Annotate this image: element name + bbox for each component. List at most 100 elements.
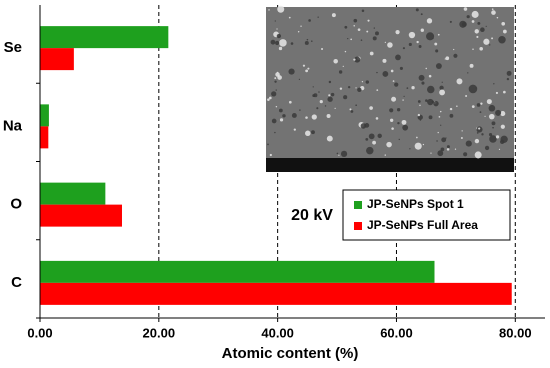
sem-particle bbox=[353, 24, 355, 27]
sem-particle bbox=[353, 18, 358, 23]
sem-particle bbox=[389, 118, 394, 122]
sem-particle bbox=[428, 74, 432, 78]
sem-particle bbox=[288, 100, 292, 104]
sem-particle bbox=[402, 47, 406, 50]
sem-particle bbox=[270, 39, 276, 45]
sem-particle bbox=[333, 58, 338, 64]
sem-particle bbox=[279, 39, 287, 47]
sem-particle bbox=[268, 96, 272, 100]
sem-particle bbox=[488, 113, 495, 120]
bar bbox=[40, 126, 49, 149]
sem-particle bbox=[480, 102, 483, 105]
sem-particle bbox=[377, 133, 382, 139]
sem-particle bbox=[454, 148, 457, 150]
sem-particle bbox=[435, 63, 442, 70]
sem-particle bbox=[376, 71, 378, 74]
sem-particle bbox=[360, 123, 367, 129]
sem-particle bbox=[441, 137, 447, 143]
sem-particle bbox=[469, 63, 474, 68]
sem-particle bbox=[316, 107, 319, 110]
sem-particle bbox=[349, 108, 352, 111]
sem-particle bbox=[318, 91, 320, 93]
sem-particle bbox=[484, 145, 490, 151]
sem-particle bbox=[483, 38, 490, 45]
legend-label: JP-SeNPs Full Area bbox=[367, 218, 478, 232]
sem-particle bbox=[472, 48, 474, 51]
sem-particle bbox=[369, 51, 374, 56]
sem-particle bbox=[288, 68, 295, 75]
sem-particle bbox=[326, 113, 331, 118]
sem-particle bbox=[271, 118, 277, 124]
sem-particle bbox=[340, 150, 348, 157]
sem-particle bbox=[305, 116, 308, 119]
sem-particle bbox=[493, 83, 495, 85]
sem-particle bbox=[389, 108, 394, 113]
sem-particle bbox=[387, 42, 393, 48]
sem-particle bbox=[282, 114, 286, 118]
sem-particle bbox=[293, 128, 296, 131]
legend-label: JP-SeNPs Spot 1 bbox=[367, 197, 464, 211]
sem-particle bbox=[331, 13, 336, 18]
y-tick-label: C bbox=[11, 274, 22, 291]
bars bbox=[40, 26, 512, 305]
sem-particle bbox=[342, 65, 344, 67]
sem-particle bbox=[437, 33, 440, 36]
sem-particle bbox=[484, 115, 486, 117]
sem-particle bbox=[327, 96, 333, 102]
sem-particle bbox=[355, 87, 357, 89]
sem-particle bbox=[334, 107, 336, 109]
sem-particle bbox=[430, 152, 432, 154]
x-tick-label: 80.00 bbox=[499, 325, 532, 340]
sem-particle bbox=[357, 28, 361, 32]
bar bbox=[40, 204, 122, 227]
sem-particle bbox=[491, 10, 496, 15]
sem-particle bbox=[319, 100, 323, 104]
sem-particle bbox=[401, 119, 407, 125]
sem-particle bbox=[271, 91, 277, 97]
sem-particle bbox=[491, 37, 494, 40]
sem-particle bbox=[276, 28, 278, 30]
sem-particle bbox=[269, 153, 272, 157]
sem-particle bbox=[474, 29, 479, 34]
sem-particle bbox=[350, 38, 353, 41]
sem-particle bbox=[366, 146, 374, 155]
sem-particle bbox=[463, 7, 468, 11]
sem-particle bbox=[415, 8, 419, 12]
sem-particle bbox=[503, 90, 506, 94]
sem-particle bbox=[354, 56, 361, 63]
sem-particle bbox=[311, 130, 315, 135]
sem-particle bbox=[306, 38, 309, 41]
sem-particle bbox=[422, 143, 425, 146]
sem-particle bbox=[298, 78, 301, 80]
sem-particle bbox=[491, 8, 494, 11]
sem-particle bbox=[491, 121, 496, 126]
bar bbox=[40, 260, 435, 283]
sem-info-bar bbox=[266, 158, 514, 172]
sem-particle bbox=[361, 9, 365, 13]
sem-particle bbox=[308, 19, 311, 22]
legend: JP-SeNPs Spot 1 JP-SeNPs Full Area bbox=[342, 189, 511, 241]
sem-particle bbox=[277, 75, 282, 80]
sem-particle bbox=[408, 42, 412, 47]
sem-particle bbox=[402, 99, 404, 101]
sem-particle bbox=[402, 124, 409, 131]
sem-particle bbox=[274, 77, 277, 79]
sem-particle bbox=[411, 86, 415, 90]
sem-particle bbox=[495, 109, 502, 116]
sem-particle bbox=[355, 104, 358, 107]
sem-particle bbox=[338, 154, 340, 156]
sem-particle bbox=[290, 42, 294, 45]
sem-particle bbox=[277, 71, 279, 73]
sem-particle bbox=[275, 105, 278, 108]
sem-particle bbox=[369, 106, 373, 110]
sem-particle bbox=[453, 53, 458, 58]
sem-particle bbox=[488, 133, 493, 137]
sem-particle bbox=[489, 135, 497, 143]
sem-particle bbox=[446, 145, 450, 149]
sem-particle bbox=[432, 37, 434, 40]
sem-particle bbox=[409, 148, 411, 150]
sem-particle bbox=[418, 45, 422, 48]
sem-particle bbox=[277, 5, 285, 13]
y-tick-label: Se bbox=[4, 39, 22, 56]
